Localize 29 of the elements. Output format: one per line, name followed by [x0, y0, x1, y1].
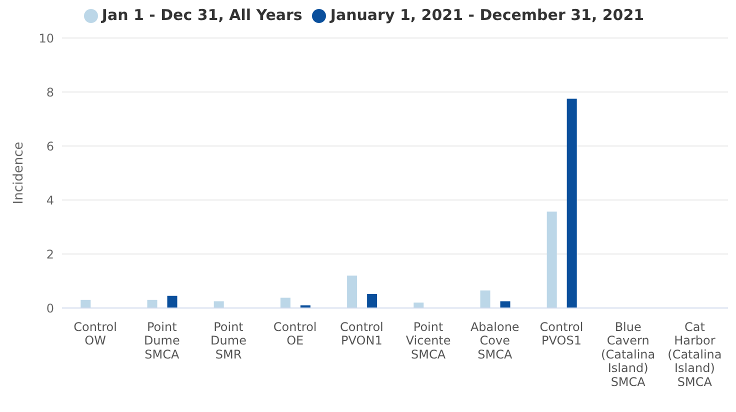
y-tick-label: 8	[46, 85, 54, 100]
bar	[347, 276, 358, 308]
y-tick-label: 0	[46, 301, 54, 316]
y-tick-label: 10	[38, 31, 54, 46]
x-tick-label: Control PVOS1	[540, 320, 584, 348]
x-tick-label: Cat Harbor (Catalina Island) SMCA	[668, 320, 722, 389]
x-tick-label: Control PVON1	[340, 320, 384, 348]
bar	[480, 290, 490, 308]
legend-label: Jan 1 - Dec 31, All Years	[102, 6, 302, 24]
x-tick-label: Abalone Cove SMCA	[470, 320, 520, 362]
bar	[566, 98, 577, 308]
x-tick-label: Control OW	[74, 320, 117, 348]
y-axis-title: Incidence	[12, 142, 27, 204]
bar	[280, 298, 290, 308]
y-tick-label: 2	[46, 247, 54, 262]
y-tick-label: 6	[46, 139, 54, 154]
bar	[80, 300, 91, 308]
x-tick-label: Blue Cavern (Catalina Island) SMCA	[601, 320, 656, 389]
legend-label: January 1, 2021 - December 31, 2021	[330, 6, 644, 24]
bar	[367, 294, 378, 308]
bar	[546, 212, 557, 308]
x-tick-label: Point Dume SMCA	[144, 320, 180, 362]
x-tick-label: Control OE	[273, 320, 317, 348]
x-tick-label: Point Dume SMR	[210, 320, 246, 362]
bar	[167, 296, 178, 308]
bar	[414, 302, 424, 308]
x-tick-label: Point Vicente SMCA	[406, 320, 451, 362]
bar	[147, 300, 158, 308]
y-tick-label: 4	[46, 193, 54, 208]
